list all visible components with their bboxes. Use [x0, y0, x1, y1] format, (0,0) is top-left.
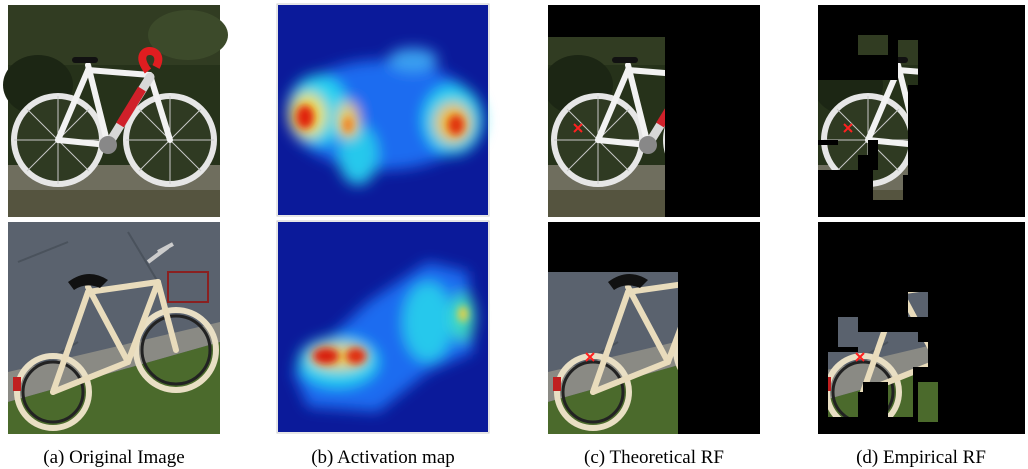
original-image-1	[3, 5, 228, 217]
caption: (c) Theoretical RF	[584, 447, 724, 468]
page: (a) Original Image (b) Activation map (c…	[0, 0, 1028, 469]
caption: (b) Activation map	[311, 447, 455, 468]
original-image-2	[8, 222, 220, 434]
activation-map-1	[278, 5, 488, 215]
figure: (a) Original Image (b) Activation map (c…	[0, 0, 1028, 469]
caption: (d) Empirical RF	[856, 447, 986, 468]
activation-map-2	[278, 222, 488, 432]
caption: (a) Original Image	[43, 447, 184, 468]
